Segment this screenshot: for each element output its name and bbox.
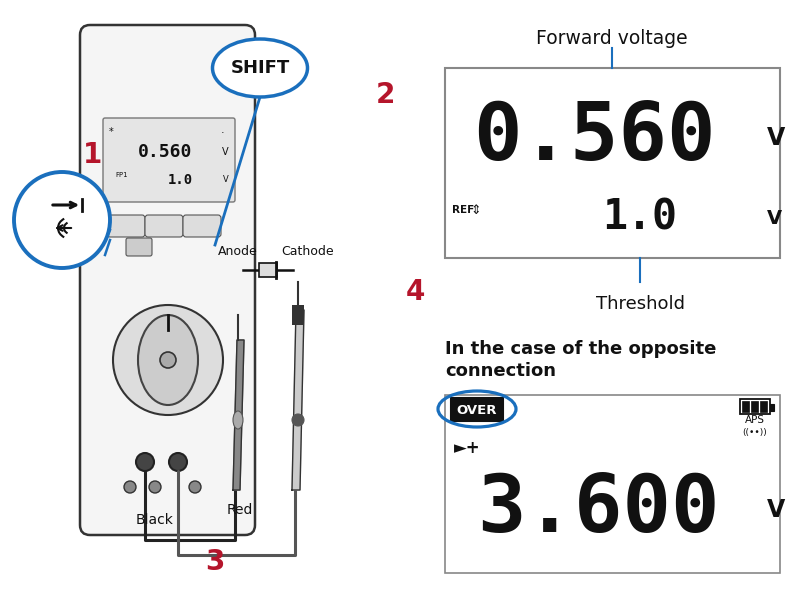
Text: APS: APS: [745, 415, 765, 425]
Circle shape: [160, 352, 176, 368]
FancyBboxPatch shape: [740, 399, 770, 414]
Text: 3.600: 3.600: [477, 471, 719, 549]
Text: ((••)): ((••)): [742, 427, 767, 437]
Text: SHIFT: SHIFT: [230, 59, 290, 77]
Text: V: V: [767, 498, 786, 522]
Text: Threshold: Threshold: [595, 295, 685, 313]
Text: .: .: [221, 125, 225, 135]
Text: In the case of the opposite: In the case of the opposite: [445, 340, 716, 358]
Text: REF: REF: [452, 205, 474, 215]
Text: ►+: ►+: [454, 439, 480, 457]
Text: 3: 3: [206, 548, 225, 576]
Text: 2: 2: [375, 81, 394, 109]
Text: OVER: OVER: [457, 404, 498, 417]
FancyBboxPatch shape: [126, 238, 152, 256]
Text: connection: connection: [445, 362, 556, 380]
Polygon shape: [292, 310, 304, 490]
Text: ⇕: ⇕: [470, 203, 481, 216]
Text: 0.560: 0.560: [473, 99, 715, 177]
Text: Anode: Anode: [218, 245, 258, 258]
FancyBboxPatch shape: [742, 401, 749, 412]
Circle shape: [149, 481, 161, 493]
FancyBboxPatch shape: [259, 263, 277, 277]
Text: 4: 4: [406, 278, 425, 306]
FancyBboxPatch shape: [445, 395, 780, 573]
FancyBboxPatch shape: [107, 215, 145, 237]
Text: *: *: [109, 127, 114, 137]
Circle shape: [124, 481, 136, 493]
FancyBboxPatch shape: [145, 215, 183, 237]
Circle shape: [14, 172, 110, 268]
FancyBboxPatch shape: [292, 305, 304, 325]
Text: 1.0: 1.0: [602, 197, 678, 239]
FancyBboxPatch shape: [770, 404, 774, 411]
FancyBboxPatch shape: [183, 215, 221, 237]
Text: V: V: [222, 147, 229, 157]
Text: Red: Red: [227, 503, 253, 517]
Polygon shape: [233, 340, 244, 490]
FancyBboxPatch shape: [80, 25, 255, 535]
FancyBboxPatch shape: [445, 68, 780, 258]
Ellipse shape: [138, 315, 198, 405]
FancyBboxPatch shape: [751, 401, 758, 412]
FancyBboxPatch shape: [103, 118, 235, 202]
Circle shape: [136, 453, 154, 471]
Text: V: V: [767, 126, 786, 150]
FancyBboxPatch shape: [760, 401, 767, 412]
Text: 1: 1: [82, 141, 102, 169]
Text: 0.560: 0.560: [138, 143, 192, 161]
Circle shape: [292, 414, 304, 426]
Text: 1.0: 1.0: [167, 173, 193, 187]
Text: Forward voltage: Forward voltage: [536, 28, 688, 47]
FancyBboxPatch shape: [451, 398, 503, 421]
Circle shape: [169, 453, 187, 471]
Circle shape: [189, 481, 201, 493]
Text: V: V: [767, 209, 782, 228]
Text: Cathode: Cathode: [282, 245, 334, 258]
Ellipse shape: [213, 39, 307, 97]
Ellipse shape: [233, 411, 243, 429]
Circle shape: [113, 305, 223, 415]
Text: FP1: FP1: [115, 172, 128, 178]
Text: Black: Black: [136, 513, 174, 527]
Text: V: V: [223, 176, 229, 184]
